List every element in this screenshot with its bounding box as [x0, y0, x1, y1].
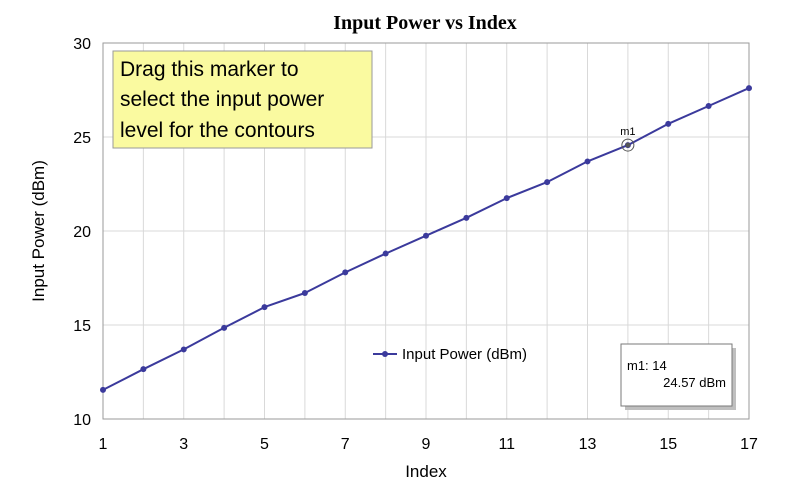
- marker-m1-center[interactable]: [625, 142, 631, 148]
- annotation-line-1: Drag this marker to: [120, 58, 299, 81]
- marker-m1-label: m1: [620, 126, 635, 138]
- x-tick-label: 1: [99, 436, 108, 453]
- x-tick-label: 13: [579, 436, 597, 453]
- legend-swatch-dot: [382, 351, 388, 357]
- x-tick-label: 17: [740, 436, 758, 453]
- marker-layer: m1: [620, 126, 636, 152]
- x-tick-label: 7: [341, 436, 350, 453]
- annotation-background: [112, 50, 373, 149]
- data-point: [140, 366, 147, 373]
- x-tick-label: 15: [659, 436, 677, 453]
- data-point: [544, 179, 551, 186]
- data-point: [342, 269, 349, 276]
- x-axis-label: Index: [405, 462, 447, 481]
- data-point: [301, 290, 308, 297]
- chart-title: Input Power vs Index: [333, 12, 517, 34]
- readout-line-2: 24.57 dBm: [663, 375, 726, 390]
- plot-frame: [102, 42, 750, 420]
- marker-readout-box: m1: 14 24.57 dBm: [620, 343, 736, 410]
- annotation-box: Drag this marker to select the input pow…: [112, 50, 373, 149]
- data-point: [261, 304, 268, 311]
- y-tick-label: 25: [73, 130, 91, 147]
- readout-line-1: m1: 14: [627, 358, 667, 373]
- data-point: [423, 232, 429, 239]
- data-point: [100, 386, 106, 393]
- annotation-line-3: level for the contours: [120, 119, 315, 142]
- data-point: [665, 120, 672, 127]
- y-tick-label: 10: [73, 412, 91, 429]
- x-tick-label: 3: [179, 436, 188, 453]
- readout-background: [620, 343, 733, 407]
- data-point: [221, 324, 228, 331]
- y-axis-label: Input Power (dBm): [29, 160, 48, 302]
- x-tick-label: 11: [498, 436, 515, 453]
- data-point: [463, 214, 470, 221]
- data-point: [503, 195, 510, 202]
- x-tick-label: 5: [260, 436, 269, 453]
- y-tick-label: 15: [73, 318, 91, 335]
- legend-label: Input Power (dBm): [402, 346, 527, 363]
- y-tick-label: 30: [73, 36, 91, 53]
- marker-m1-handle[interactable]: [621, 138, 635, 152]
- data-point: [746, 85, 752, 92]
- y-tick-label: 20: [73, 224, 91, 241]
- data-point: [584, 158, 591, 165]
- data-point: [180, 346, 187, 353]
- legend: Input Power (dBm): [373, 346, 527, 363]
- annotation-line-2: select the input power: [120, 88, 324, 111]
- x-tick-label: 9: [422, 436, 431, 453]
- data-point: [382, 250, 389, 257]
- data-point: [705, 102, 712, 109]
